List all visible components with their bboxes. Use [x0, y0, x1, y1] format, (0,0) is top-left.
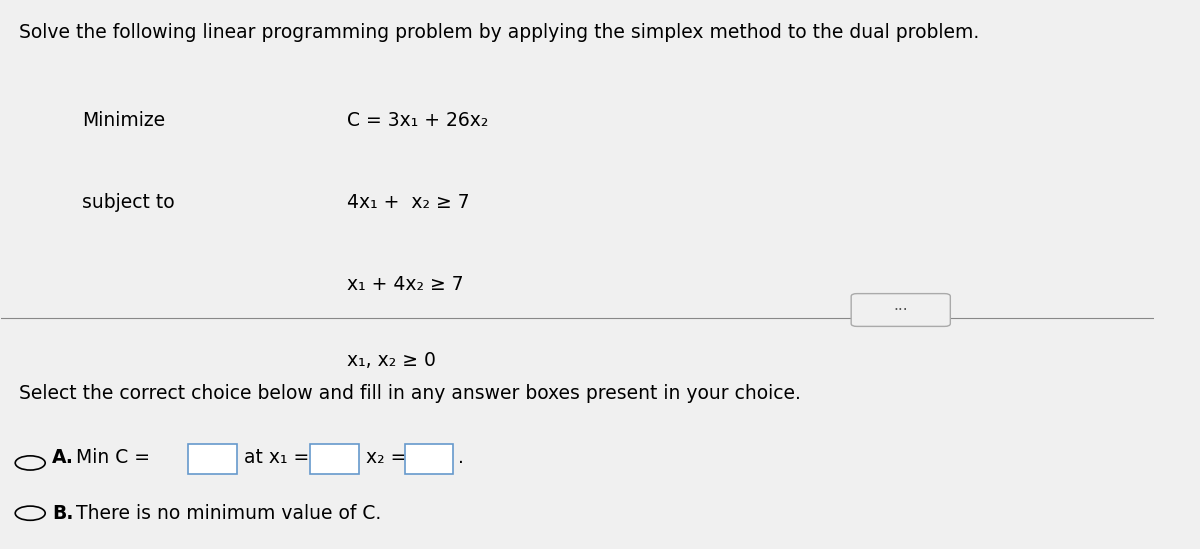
- Text: C = 3x₁ + 26x₂: C = 3x₁ + 26x₂: [347, 111, 488, 130]
- Text: at x₁ =: at x₁ =: [244, 448, 308, 467]
- Text: A.: A.: [52, 448, 74, 467]
- Text: subject to: subject to: [82, 193, 175, 211]
- Text: B.: B.: [52, 503, 73, 523]
- Text: ···: ···: [894, 302, 908, 317]
- Text: .: .: [458, 448, 464, 467]
- Text: x₁, x₂ ≥ 0: x₁, x₂ ≥ 0: [347, 351, 436, 370]
- Text: Solve the following linear programming problem by applying the simplex method to: Solve the following linear programming p…: [19, 23, 979, 42]
- Text: Min C =: Min C =: [77, 448, 150, 467]
- FancyBboxPatch shape: [188, 444, 236, 474]
- Text: There is no minimum value of C.: There is no minimum value of C.: [77, 503, 382, 523]
- FancyBboxPatch shape: [311, 444, 359, 474]
- Text: 4x₁ +  x₂ ≥ 7: 4x₁ + x₂ ≥ 7: [347, 193, 470, 211]
- FancyBboxPatch shape: [851, 294, 950, 327]
- Text: Minimize: Minimize: [82, 111, 166, 130]
- Text: x₂ =: x₂ =: [366, 448, 406, 467]
- Text: x₁ + 4x₂ ≥ 7: x₁ + 4x₂ ≥ 7: [347, 274, 464, 294]
- Text: Select the correct choice below and fill in any answer boxes present in your cho: Select the correct choice below and fill…: [19, 384, 800, 403]
- FancyBboxPatch shape: [404, 444, 454, 474]
